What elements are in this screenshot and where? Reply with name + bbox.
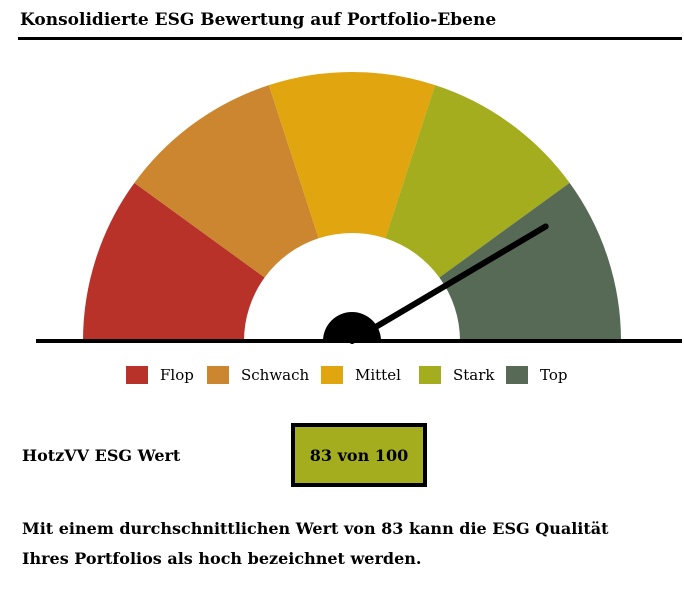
summary-line-2: Ihres Portfolios als hoch bezeichnet wer… bbox=[22, 549, 422, 568]
legend-label: Mittel bbox=[355, 366, 401, 384]
gauge-hub bbox=[323, 312, 381, 341]
chart-title: Konsolidierte ESG Bewertung auf Portfoli… bbox=[20, 10, 497, 30]
gauge-segment-schwach bbox=[134, 85, 319, 278]
legend-item-mittel: Mittel bbox=[321, 366, 401, 384]
legend-swatch bbox=[126, 366, 148, 384]
esg-gauge bbox=[36, 72, 682, 344]
legend-item-schwach: Schwach bbox=[207, 366, 309, 384]
legend: Flop Schwach Mittel Stark Top bbox=[0, 366, 684, 388]
gauge-needle bbox=[349, 223, 549, 344]
summary-line-1: Mit einem durchschnittlichen Wert von 83… bbox=[22, 519, 609, 538]
legend-label: Schwach bbox=[241, 366, 310, 384]
gauge-segment-mittel bbox=[268, 72, 436, 239]
legend-label: Stark bbox=[453, 366, 495, 384]
legend-label: Top bbox=[540, 366, 568, 384]
gauge-segment-top bbox=[439, 182, 621, 341]
score-label: HotzVV ESG Wert bbox=[22, 446, 181, 465]
legend-swatch bbox=[419, 366, 441, 384]
gauge-segment-flop bbox=[83, 182, 265, 341]
legend-label: Flop bbox=[160, 366, 194, 384]
legend-swatch bbox=[321, 366, 343, 384]
legend-item-stark: Stark bbox=[419, 366, 495, 384]
score-value: 83 von 100 bbox=[309, 445, 409, 465]
legend-swatch bbox=[506, 366, 528, 384]
title-underline bbox=[18, 37, 682, 40]
legend-item-top: Top bbox=[506, 366, 567, 384]
gauge-segment-stark bbox=[385, 85, 570, 278]
legend-item-flop: Flop bbox=[126, 366, 194, 384]
score-value-box: 83 von 100 bbox=[291, 423, 427, 487]
summary-text: Mit einem durchschnittlichen Wert von 83… bbox=[22, 514, 672, 574]
legend-swatch bbox=[207, 366, 229, 384]
